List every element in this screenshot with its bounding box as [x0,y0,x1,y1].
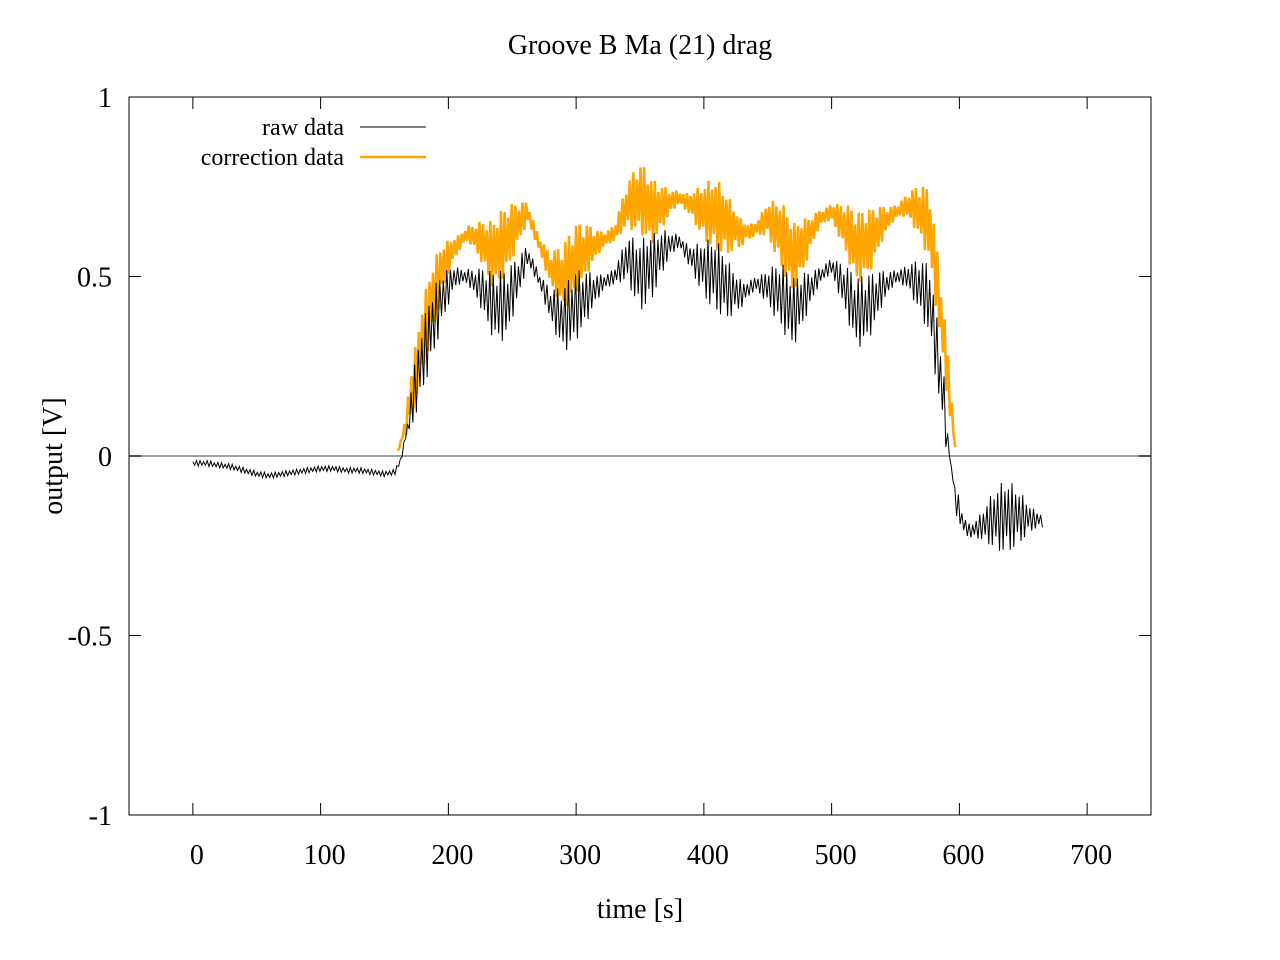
y-axis: -1 -0.5 0 0.5 1 [68,83,1151,832]
series-line-correction-data [396,167,957,452]
x-tick-label: 100 [304,840,346,871]
y-tick-label: 1 [98,83,112,114]
legend: raw data correction data [201,115,426,171]
x-tick-label: 600 [942,840,984,871]
y-tick-label: 0.5 [77,263,112,294]
y-axis-label: output [V] [38,397,69,514]
series-line-raw-data [192,230,1043,551]
series-layer [192,167,1043,551]
legend-label-raw-data: raw data [262,115,344,141]
y-tick-label: -1 [89,801,112,832]
x-axis-label: time [s] [597,894,683,925]
x-tick-label: 500 [815,840,857,871]
x-tick-label: 0 [190,840,204,871]
x-tick-label: 700 [1070,840,1112,871]
legend-label-correction-data: correction data [201,145,345,171]
x-tick-label: 400 [687,840,729,871]
y-tick-label: 0 [98,442,112,473]
y-tick-label: -0.5 [68,622,112,653]
x-tick-label: 300 [559,840,601,871]
x-axis: 0 100 200 300 400 500 600 700 [190,97,1112,871]
chart-title: Groove B Ma (21) drag [508,30,772,61]
x-tick-label: 200 [431,840,473,871]
